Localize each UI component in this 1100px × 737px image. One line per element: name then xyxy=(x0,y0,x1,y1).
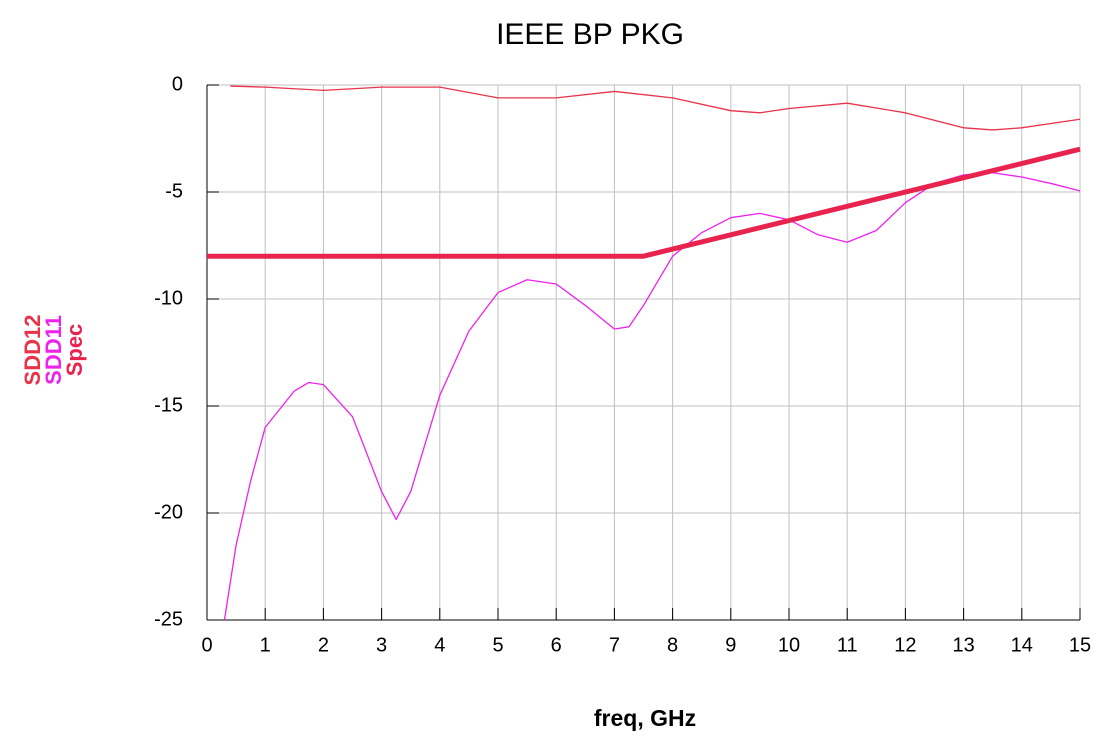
y-tick-label: -10 xyxy=(154,287,183,309)
x-tick-label: 12 xyxy=(894,634,916,656)
series-line xyxy=(207,146,1081,259)
legend-label: Spec xyxy=(62,324,87,377)
x-tick-label: 3 xyxy=(376,634,387,656)
x-tick-label: 0 xyxy=(201,634,212,656)
series-line xyxy=(230,85,1081,131)
y-tick-label: -5 xyxy=(165,180,183,202)
x-tick-label: 1 xyxy=(260,634,271,656)
y-tick-label: -25 xyxy=(154,608,183,630)
x-tick-label: 8 xyxy=(667,634,678,656)
x-tick-label: 9 xyxy=(725,634,736,656)
legend-label: SDD12 xyxy=(20,315,45,386)
x-tick-label: 6 xyxy=(551,634,562,656)
x-tick-label: 13 xyxy=(952,634,974,656)
x-tick-label: 14 xyxy=(1011,634,1033,656)
x-tick-label: 5 xyxy=(492,634,503,656)
x-tick-label: 11 xyxy=(837,634,858,656)
y-tick-label: -20 xyxy=(154,501,183,523)
x-tick-label: 10 xyxy=(778,634,800,656)
x-tick-label: 4 xyxy=(434,634,445,656)
y-tick-label: 0 xyxy=(172,73,183,95)
y-tick-label: -15 xyxy=(154,394,183,416)
series-line xyxy=(223,172,1081,621)
x-axis-label: freq, GHz xyxy=(594,705,696,731)
x-tick-label: 15 xyxy=(1069,634,1091,656)
legend-label: SDD11 xyxy=(41,315,66,385)
x-tick-label: 2 xyxy=(318,634,329,656)
chart-title: IEEE BP PKG xyxy=(496,18,684,51)
x-tick-label: 7 xyxy=(609,634,620,656)
